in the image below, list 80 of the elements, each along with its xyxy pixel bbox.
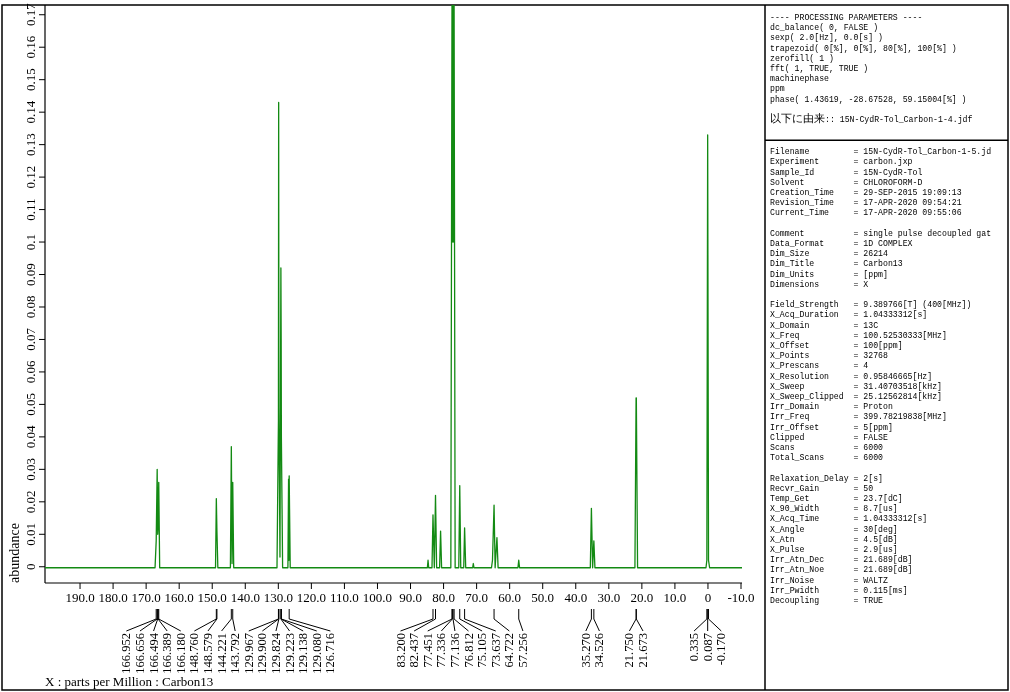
text: Comment = single pulse decoupled gat Data_Format = 1D COMPLEX Dim_Size = 26214 Dim_Title = Carbon13 Dim_Units = [ppm] Dimensions = X	[770, 228, 992, 289]
annotation: 21.750	[622, 633, 637, 668]
annotation: 129.223	[282, 633, 297, 674]
annotation: -0.170	[714, 633, 729, 666]
annotation: 144.221	[214, 633, 229, 674]
y-tick-label: 0.12	[23, 165, 38, 189]
y-tick-label: 0.1	[23, 233, 38, 251]
y-tick-label: 0.13	[23, 133, 38, 156]
annotation: 57.256	[515, 633, 530, 668]
y-tick-label: 0.16	[23, 35, 38, 59]
annotation: 166.656	[132, 633, 147, 674]
x-tick-label: 60.0	[498, 590, 522, 605]
annotation: 129.824	[268, 632, 283, 674]
x-tick-label: 160.0	[164, 590, 194, 605]
annotation: 83.200	[393, 633, 408, 668]
annotation: 76.812	[461, 633, 476, 668]
x-tick-label: 30.0	[597, 590, 621, 605]
annotation: 166.952	[119, 633, 134, 674]
x-tick-label: 100.0	[362, 590, 393, 605]
text: X : parts per Million : Carbon13	[45, 674, 214, 689]
annotation: 77.451	[420, 633, 435, 668]
x-tick-label: 120.0	[296, 590, 326, 605]
text: Relaxation_Delay = 2[s] Recvr_Gain = 50 Temp_Get = 23.7[dC] X_90_Width = 8.7[us] X_Acq_Time = 1.04333312[s] X_Angle = 30[deg] X_Atn = 4.5[dB] X_Pulse = 2.9[us] Irr_Atn_Dec = 21.689[dB] Irr_Atn_Noe = 21.689[dB] Irr_Noise = WALTZ Irr_Pwidth = 0.115[ms] Decoupling = TRUE	[770, 473, 928, 605]
annotation: 166.389	[160, 633, 175, 674]
y-tick-label: 0.11	[23, 198, 38, 221]
annotation: 34.526	[592, 633, 607, 668]
annotation: 129.967	[241, 633, 256, 674]
y-tick-label: 0.06	[23, 360, 38, 384]
annotation: 129.080	[309, 633, 324, 674]
y-tick-label: 0.02	[23, 490, 38, 514]
text: 以下に由来:: 15N-CydR-Tol_Carbon-1-4.jdf	[770, 112, 973, 124]
x-tick-label: 150.0	[197, 590, 227, 605]
annotation: 64.722	[502, 633, 517, 668]
line-series	[45, 5, 742, 569]
y-tick-label: 0.03	[23, 457, 38, 481]
text: Filename = 15N-CydR-Tol_Carbon-1-5.jd Experiment = carbon.jxp Sample_Id = 15N-CydR-Tol Solvent = CHLOROFORM-D Creation_Time = 29-SEP-2015 19:09:13 Revision_Time = 17-APR-2020 09:54:21 Current_Time = 17-APR-2020 09:55:06	[770, 147, 992, 218]
y-tick-label: 0.07	[23, 327, 38, 351]
annotation: 126.716	[323, 633, 338, 674]
x-tick-label: 110.0	[330, 590, 359, 605]
y-tick-label: 0.04	[23, 425, 38, 449]
x-tick-label: 130.0	[263, 590, 293, 605]
annotation: 82.437	[407, 633, 422, 668]
text: ---- PROCESSING PARAMETERS ---- dc_balance( 0, FALSE ) sexp( 2.0[Hz], 0.0[s] ) trapezoid( 0[%], 0[%], 80[%], 100[%] ) zerofill( 1 ) fft( 1, TRUE, TRUE ) machinephase ppm phase( 1.43619, -28.67528, 59.15004[%] )	[770, 13, 967, 104]
y-tick-label: 0	[23, 563, 38, 571]
text: Field_Strength = 9.389766[T] (400[MHz]) X_Acq_Duration = 1.04333312[s] X_Domain = 13C X_Freq = 100.52530333[MHz] X_Offset = 100[ppm] X_Points = 32768 X_Prescans = 4 X_Resolution = 0.95846665[Hz] X_Sweep = 31.40703518[kHz] X_Sweep_Clipped = 25.12562814[kHz] Irr_Domain = Proton Irr_Freq = 399.78219838[MHz] Irr_Offset = 5[ppm] Clipped = FALSE Scans = 6000 Total_Scans = 6000	[770, 300, 972, 463]
annotation: 77.336	[434, 633, 449, 668]
annotation: 166.494	[146, 632, 161, 674]
x-tick-label: 140.0	[230, 590, 260, 605]
x-tick-label: 20.0	[630, 590, 654, 605]
annotation: 73.637	[488, 633, 503, 668]
annotation: 77.136	[447, 633, 462, 668]
annotation: 148.760	[187, 633, 202, 674]
x-tick-label: 50.0	[531, 590, 555, 605]
x-tick-label: 10.0	[663, 590, 687, 605]
annotation: 75.105	[475, 633, 490, 668]
y-tick-label: 0.01	[23, 522, 38, 546]
annotation: 21.673	[636, 633, 651, 668]
annotation: 143.792	[228, 633, 243, 674]
y-tick-label: 0.09	[23, 263, 38, 286]
y-tick-label: 0.08	[23, 295, 38, 319]
x-tick-label: -10.0	[727, 590, 755, 605]
annotation: 35.270	[578, 633, 593, 668]
x-tick-label: 90.0	[399, 590, 422, 605]
x-tick-label: 40.0	[564, 590, 588, 605]
y-tick-label: 0.14	[23, 100, 38, 124]
x-tick-label: 170.0	[131, 590, 161, 605]
annotation: 129.900	[255, 633, 270, 674]
x-tick-label: 70.0	[465, 590, 488, 605]
annotation: 0.335	[687, 633, 702, 662]
annotation: 148.579	[200, 633, 215, 674]
y-tick-label: 0.05	[23, 393, 38, 416]
x-tick-label: 0	[704, 590, 712, 605]
y-tick-label: 0.15	[23, 68, 38, 92]
y-axis-title: abundance	[7, 523, 22, 583]
annotation: 129.138	[296, 633, 311, 674]
annotation: 0.087	[700, 633, 715, 662]
x-tick-label: 180.0	[98, 590, 128, 605]
annotation: 166.180	[173, 633, 188, 674]
x-tick-label: 80.0	[432, 590, 455, 605]
x-tick-label: 190.0	[65, 590, 95, 605]
